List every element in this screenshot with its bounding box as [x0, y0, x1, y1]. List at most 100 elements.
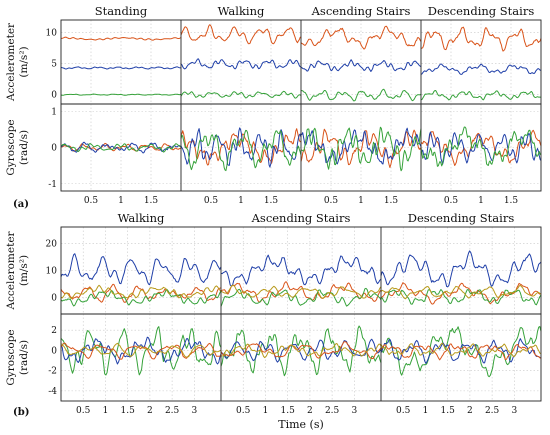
series-line-red: [380, 343, 542, 361]
y-tick-label: 1: [51, 107, 57, 117]
series-line-red: [61, 36, 182, 41]
x-tick-label: 0.5: [204, 196, 219, 206]
column-title: Ascending Stairs: [251, 211, 351, 225]
y-tick-label: -2: [48, 367, 57, 377]
series-line-green: [300, 126, 422, 172]
series-line-blue: [220, 254, 382, 287]
series-line-green: [180, 129, 302, 172]
series-line-green: [180, 90, 302, 99]
panel-a-label: (a): [13, 199, 29, 210]
series-line-blue: [61, 141, 182, 154]
x-tick-label: 1.5: [441, 406, 456, 416]
series-line-gold: [61, 342, 222, 358]
y-tick-label: 0: [51, 91, 57, 101]
y-tick-label: 20: [46, 239, 58, 249]
panel-b: Walking Ascending Stairs Descending Stairs…: [5, 211, 542, 416]
x-tick-label: 1.5: [384, 196, 399, 206]
x-tick-label: 0.5: [324, 196, 339, 206]
series-line-blue: [380, 250, 542, 288]
series-line-red: [300, 25, 422, 50]
column-title: Walking: [118, 211, 165, 225]
y-tick-label: 0: [51, 144, 57, 154]
y-tick-label: 10: [46, 28, 58, 38]
x-tick-label: 0.5: [76, 406, 91, 416]
series-line-blue: [60, 66, 181, 70]
x-tick-label: 1: [238, 196, 244, 206]
series-line-red: [300, 128, 422, 168]
series-line-green: [380, 326, 542, 378]
series-line-green: [380, 289, 542, 306]
series-line-green: [60, 143, 181, 153]
y-tick-label: 2: [51, 326, 57, 336]
series-line-red: [220, 281, 382, 303]
x-tick-label: 0.5: [84, 196, 99, 206]
subplot-frame: [60, 226, 542, 315]
x-tick-label: 2: [147, 406, 153, 416]
series-line-gold: [380, 284, 542, 300]
x-tick-label: 1: [263, 406, 269, 416]
y-tick-label: 5: [51, 60, 57, 70]
series-line-gold: [220, 343, 382, 359]
series-line-blue: [300, 59, 422, 72]
series-line-green: [420, 90, 542, 101]
series-line-blue: [180, 127, 302, 168]
x-tick-label: 0.5: [444, 196, 459, 206]
y-axis-label: Accelerometer: [5, 22, 17, 102]
series-line-red: [60, 342, 222, 360]
series-line-red: [60, 283, 222, 303]
x-tick-label: 3: [351, 406, 357, 416]
subplot-frame: [60, 313, 542, 402]
column-title: Ascending Stairs: [311, 4, 411, 18]
panel-a: Standing Walking Ascending Stairs Descendin…: [5, 4, 542, 206]
series-line-green: [60, 93, 181, 96]
x-tick-label: 1: [103, 406, 109, 416]
series-line-red: [220, 341, 382, 360]
y-axis-label: Gyroscope: [5, 119, 17, 175]
x-tick-label: 3: [511, 406, 517, 416]
y-tick-label: 0: [51, 346, 57, 356]
x-axis-label: Time (s): [278, 418, 324, 431]
series-line-gold: [60, 284, 222, 299]
series-line-blue: [180, 58, 302, 70]
y-axis-unit: (rad/s): [18, 340, 30, 375]
x-tick-label: 0.5: [396, 406, 411, 416]
column-title: Descending Stairs: [408, 211, 515, 225]
y-tick-label: -4: [48, 387, 57, 397]
y-tick-label: 10: [46, 267, 58, 277]
series-line-blue: [420, 131, 542, 165]
series-line-gold: [220, 284, 382, 299]
series-line-green: [300, 88, 422, 102]
x-tick-label: 2.5: [485, 406, 500, 416]
x-tick-label: 2: [467, 406, 473, 416]
series-line-green: [60, 288, 222, 307]
series-line-blue: [300, 127, 422, 165]
y-axis-label: Gyroscope: [5, 329, 17, 385]
column-title: Walking: [218, 4, 265, 18]
series-line-green: [60, 326, 222, 376]
series-line-red: [180, 128, 302, 166]
x-tick-label: 1.5: [264, 196, 279, 206]
x-tick-label: 1: [358, 196, 364, 206]
y-axis-unit: (rad/s): [18, 130, 30, 165]
y-tick-label: -1: [48, 180, 57, 190]
column-title: Descending Stairs: [428, 4, 535, 18]
x-tick-label: 2: [307, 406, 313, 416]
x-tick-label: 1.5: [144, 196, 159, 206]
series-line-blue: [60, 253, 222, 286]
series-line-blue: [220, 338, 382, 363]
x-tick-label: 3: [191, 406, 197, 416]
x-tick-label: 1.5: [504, 196, 519, 206]
column-title: Standing: [95, 4, 148, 18]
series-line-green: [420, 126, 542, 167]
x-tick-label: 2.5: [165, 406, 180, 416]
x-tick-label: 1: [118, 196, 124, 206]
panel-b-label: (b): [13, 407, 29, 418]
x-tick-label: 0.5: [236, 406, 251, 416]
series-line-green: [220, 287, 382, 307]
series-line-blue: [60, 336, 222, 365]
x-tick-label: 1.5: [281, 406, 296, 416]
y-axis-label: Accelerometer: [5, 230, 17, 310]
y-tick-label: 0: [51, 294, 57, 304]
series-line-red: [420, 26, 542, 52]
